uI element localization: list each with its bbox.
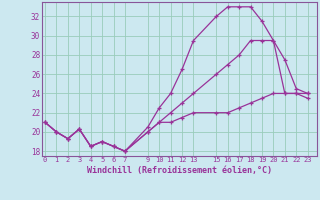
X-axis label: Windchill (Refroidissement éolien,°C): Windchill (Refroidissement éolien,°C) [87,166,272,175]
